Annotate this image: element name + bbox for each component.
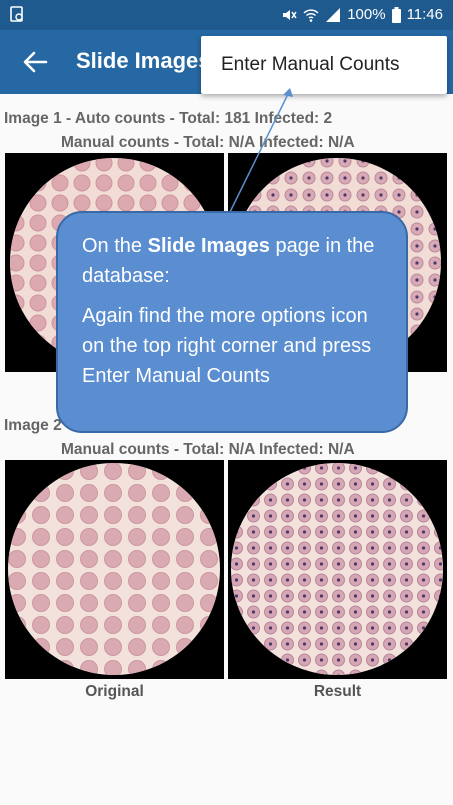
callout-line-2: Again find the more options icon on the … bbox=[82, 305, 372, 387]
image-2-original[interactable] bbox=[5, 460, 224, 679]
image-1-manual-counts: Manual counts - Total: N/A Infected: N/A bbox=[61, 134, 355, 151]
battery-percent: 100% bbox=[347, 6, 386, 23]
page-title: Slide Images bbox=[76, 48, 211, 73]
back-arrow-icon[interactable] bbox=[22, 50, 48, 74]
overflow-menu: Enter Manual Counts bbox=[201, 36, 447, 94]
image-2-result[interactable] bbox=[228, 460, 447, 679]
signal-icon bbox=[326, 7, 341, 22]
battery-icon bbox=[391, 6, 401, 23]
menu-item-enter-manual-counts[interactable]: Enter Manual Counts bbox=[221, 54, 400, 75]
image-1-auto-counts: Image 1 - Auto counts - Total: 181 Infec… bbox=[4, 110, 333, 127]
original-label: Original bbox=[85, 683, 144, 700]
clock: 11:46 bbox=[406, 6, 443, 23]
mute-icon bbox=[283, 9, 297, 20]
status-bar: 100% 11:46 bbox=[0, 0, 453, 30]
image-2-manual-counts: Manual counts - Total: N/A Infected: N/A bbox=[61, 441, 355, 458]
callout-line-1: On the Slide Images page in the database… bbox=[82, 235, 375, 287]
wifi-icon bbox=[303, 8, 319, 22]
image-2-auto-counts: Image 2 bbox=[4, 417, 62, 434]
screen-mirror-icon bbox=[10, 6, 23, 22]
tutorial-callout: On the Slide Images page in the database… bbox=[56, 211, 408, 433]
result-label: Result bbox=[313, 683, 362, 700]
